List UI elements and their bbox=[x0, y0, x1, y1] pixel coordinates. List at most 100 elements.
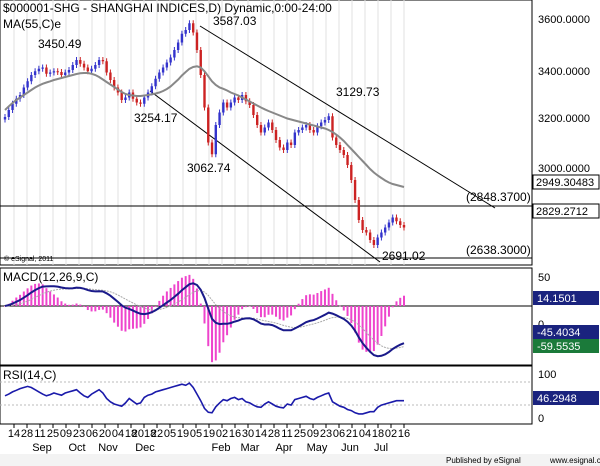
candle-body bbox=[383, 227, 387, 233]
candle-body bbox=[101, 60, 105, 62]
x-tick-label: 05 bbox=[164, 428, 176, 440]
x-tick-label: 18 bbox=[125, 428, 137, 440]
x-tick-label: 11 bbox=[281, 428, 292, 440]
macd-hist-bar bbox=[399, 297, 402, 306]
macd-hist-bar bbox=[286, 306, 289, 318]
macd-hist-bar bbox=[90, 306, 93, 312]
macd-hist-bar bbox=[297, 303, 300, 306]
macd-hist-bar bbox=[173, 284, 176, 306]
x-tick-label: 14 bbox=[8, 428, 20, 440]
candle-body bbox=[402, 225, 406, 228]
macd-hist-bar bbox=[79, 304, 82, 306]
rsi-line bbox=[4, 382, 404, 415]
candle-body bbox=[26, 81, 29, 88]
macd-badge-signal-text: -59.5535 bbox=[537, 341, 580, 353]
macd-hist-bar bbox=[37, 283, 40, 306]
macd-hist-bar bbox=[45, 288, 48, 306]
footer-bar bbox=[0, 454, 600, 466]
macd-hist-bar bbox=[131, 306, 134, 329]
x-tick-label: 22 bbox=[151, 428, 163, 440]
x-tick-label: 05 bbox=[190, 428, 202, 440]
macd-hist-bar bbox=[237, 306, 240, 315]
candle-body bbox=[195, 32, 199, 50]
candle-body bbox=[278, 140, 281, 148]
candle-body bbox=[210, 142, 214, 155]
candle-body bbox=[45, 67, 48, 74]
rsi-badge bbox=[533, 391, 599, 405]
macd-hist-bar bbox=[154, 306, 157, 307]
candle-body bbox=[48, 72, 52, 74]
candle-body bbox=[184, 30, 187, 34]
candle-body bbox=[244, 95, 248, 102]
footer-site: www.esignal.com bbox=[549, 456, 600, 465]
candle-body bbox=[387, 222, 391, 228]
macd-tick-50: 50 bbox=[538, 272, 550, 284]
x-month-label: Nov bbox=[98, 442, 118, 454]
candle-body bbox=[105, 61, 108, 73]
candle-body bbox=[380, 232, 383, 238]
macd-hist-bar bbox=[180, 277, 183, 306]
candle-body bbox=[176, 42, 180, 50]
candle-body bbox=[319, 122, 323, 127]
candle-body bbox=[109, 72, 112, 80]
candle-body bbox=[188, 23, 191, 30]
candle-body bbox=[252, 105, 255, 115]
macd-hist-bar bbox=[256, 306, 259, 314]
macd-hist-bar bbox=[259, 306, 262, 318]
macd-hist-bar bbox=[350, 306, 353, 324]
candle-body bbox=[173, 50, 176, 58]
candle-body bbox=[82, 63, 86, 68]
ma-label: MA(55,C)e bbox=[3, 17, 61, 31]
macd-hist-bar bbox=[312, 294, 315, 306]
x-tick-label: 02 bbox=[216, 428, 228, 440]
macd-hist-bar bbox=[218, 306, 221, 353]
macd-hist-bar bbox=[4, 306, 6, 307]
candle-body bbox=[214, 125, 217, 155]
macd-hist-bar bbox=[361, 306, 364, 350]
macd-hist-bar bbox=[267, 306, 270, 315]
macd-hist-bar bbox=[26, 288, 29, 306]
x-month-label: Mar bbox=[241, 442, 260, 454]
macd-hist-bar bbox=[252, 306, 255, 309]
macd-hist-bar bbox=[184, 276, 187, 306]
candle-body bbox=[139, 102, 142, 104]
y-tick-3000: 3000.0000 bbox=[538, 163, 590, 175]
candle-body bbox=[30, 75, 33, 82]
macd-hist-bar bbox=[271, 306, 274, 315]
candle-body bbox=[203, 75, 206, 108]
macd-hist-bar bbox=[116, 306, 119, 327]
x-tick-label: 20 bbox=[99, 428, 111, 440]
macd-hist-bar bbox=[263, 306, 266, 318]
channel-upper-line bbox=[199, 25, 496, 209]
x-tick-label: 25 bbox=[294, 428, 306, 440]
macd-hist-bar bbox=[135, 306, 138, 329]
candle-body bbox=[218, 112, 221, 125]
macd-hist-bar bbox=[94, 306, 97, 312]
macd-hist-bar bbox=[278, 306, 281, 320]
chart-title: $000001-SHG - SHANGHAI INDICES,D) Dynami… bbox=[3, 1, 332, 15]
macd-hist-bar bbox=[316, 293, 319, 306]
macd-hist-bar bbox=[98, 306, 101, 310]
macd-hist-bar bbox=[327, 287, 330, 306]
x-month-label: Jul bbox=[374, 442, 388, 454]
candle-body bbox=[263, 127, 266, 133]
macd-hist-bar bbox=[372, 306, 375, 352]
candle-body bbox=[297, 130, 300, 133]
candle-body bbox=[237, 97, 240, 100]
badge-ma-value bbox=[532, 174, 600, 190]
macd-hist-bar bbox=[128, 306, 131, 330]
macd-hist-bar bbox=[30, 285, 33, 306]
candle-body bbox=[274, 130, 278, 140]
candle-body bbox=[233, 97, 236, 103]
macd-hist-bar bbox=[387, 306, 390, 317]
candle-body bbox=[207, 107, 210, 143]
macd-hist-bar bbox=[139, 306, 142, 328]
macd-hist-bar bbox=[305, 295, 308, 306]
annotation-2848: (2848.3700) bbox=[466, 190, 531, 204]
macd-hist-bar bbox=[120, 306, 123, 331]
macd-hist-bar bbox=[346, 306, 349, 316]
annotation-3254: 3254.17 bbox=[134, 111, 178, 125]
macd-hist-bar bbox=[67, 304, 70, 306]
macd-label: MACD(12,26,9,C) bbox=[3, 270, 98, 284]
macd-badge-signal bbox=[533, 339, 599, 353]
